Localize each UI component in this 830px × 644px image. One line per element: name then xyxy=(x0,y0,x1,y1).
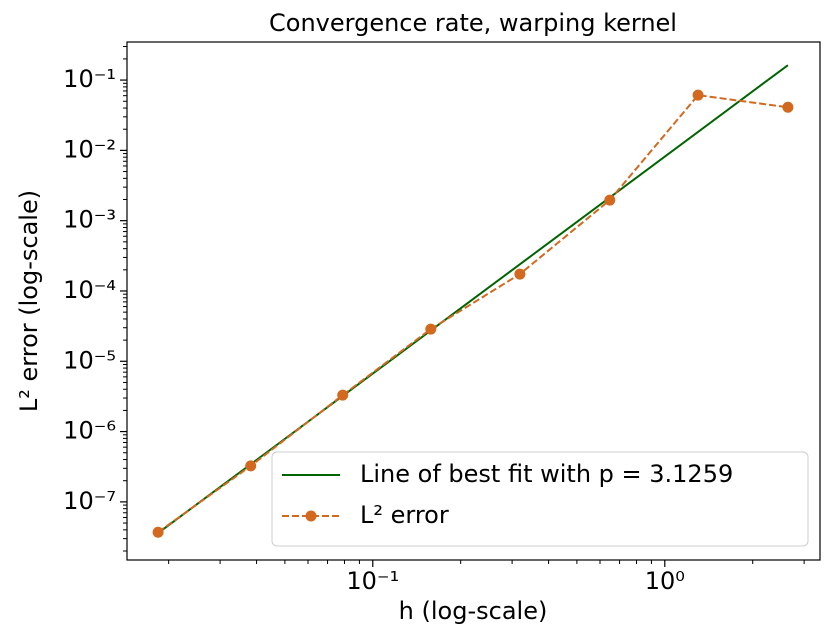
y-tick-label: 10⁻⁴ xyxy=(63,276,116,304)
x-tick-label: 10⁻¹ xyxy=(346,567,399,595)
plot-frame xyxy=(126,41,821,561)
y-tick-label: 10⁻¹ xyxy=(63,65,116,93)
y-tick-label: 10⁻⁷ xyxy=(63,487,116,515)
data-point xyxy=(692,89,704,101)
data-point xyxy=(425,323,437,335)
data-point xyxy=(604,194,616,206)
legend-label: L² error xyxy=(360,501,449,529)
y-tick-label: 10⁻³ xyxy=(63,206,116,234)
data-point xyxy=(782,101,794,113)
y-axis-label: L² error (log-scale) xyxy=(15,190,43,412)
y-tick-label: 10⁻⁵ xyxy=(63,346,116,374)
legend-box xyxy=(271,451,809,547)
legend-label: Line of best fit with p = 3.1259 xyxy=(360,460,733,488)
data-point xyxy=(245,460,257,472)
x-axis-label: h (log-scale) xyxy=(399,597,548,625)
y-tick-label: 10⁻⁶ xyxy=(63,417,116,445)
data-point xyxy=(152,526,164,538)
data-point xyxy=(514,268,526,280)
chart-title: Convergence rate, warping kernel xyxy=(269,9,677,37)
legend-marker xyxy=(305,510,317,522)
series-line xyxy=(157,64,789,534)
y-tick-label: 10⁻² xyxy=(63,135,116,163)
x-tick-label: 10⁰ xyxy=(645,567,685,595)
data-point xyxy=(337,389,349,401)
series-line xyxy=(157,94,789,534)
